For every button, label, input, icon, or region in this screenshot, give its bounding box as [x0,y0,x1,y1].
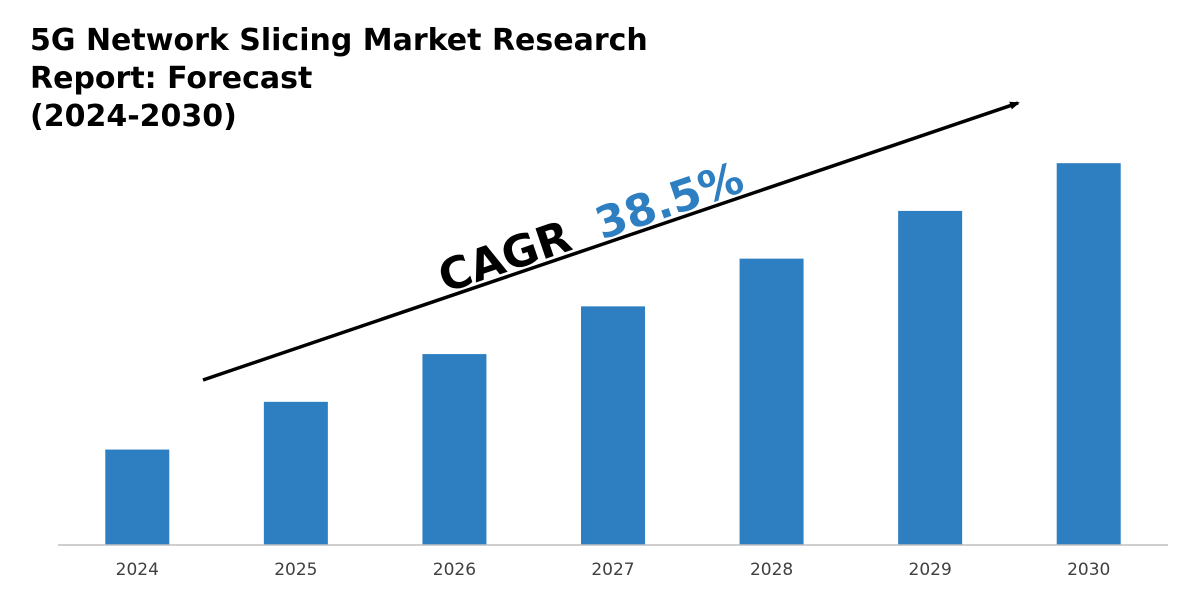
x-tick-label-2027: 2027 [591,560,634,580]
x-axis-tick-labels: 2024 2025 2026 2027 2028 2029 2030 [116,560,1111,580]
chart-title-line-2: Report: Forecast [30,61,313,96]
bar-2024 [105,449,170,545]
x-tick-label-2024: 2024 [116,560,159,580]
bar-2030 [1056,163,1121,545]
bar-2026 [422,354,487,545]
chart-title-line-1: 5G Network Slicing Market Research [30,23,648,58]
bar-2027 [581,306,645,545]
cagr-annotation: CAGR 38.5% [432,153,750,304]
chart-title: 5G Network Slicing Market Research Repor… [30,22,648,136]
chart-title-line-3: (2024-2030) [30,99,237,134]
x-tick-label-2025: 2025 [274,560,317,580]
bar-series [105,163,1121,545]
x-tick-label-2026: 2026 [433,560,476,580]
x-tick-label-2030: 2030 [1067,560,1110,580]
bar-2028 [739,258,804,545]
cagr-trend-arrow [202,101,1020,382]
x-tick-label-2029: 2029 [909,560,952,580]
cagr-value: 38.5% [589,153,750,250]
bar-2025 [263,401,328,545]
bar-2029 [898,210,963,545]
x-tick-label-2028: 2028 [750,560,793,580]
cagr-label: CAGR [432,211,578,303]
